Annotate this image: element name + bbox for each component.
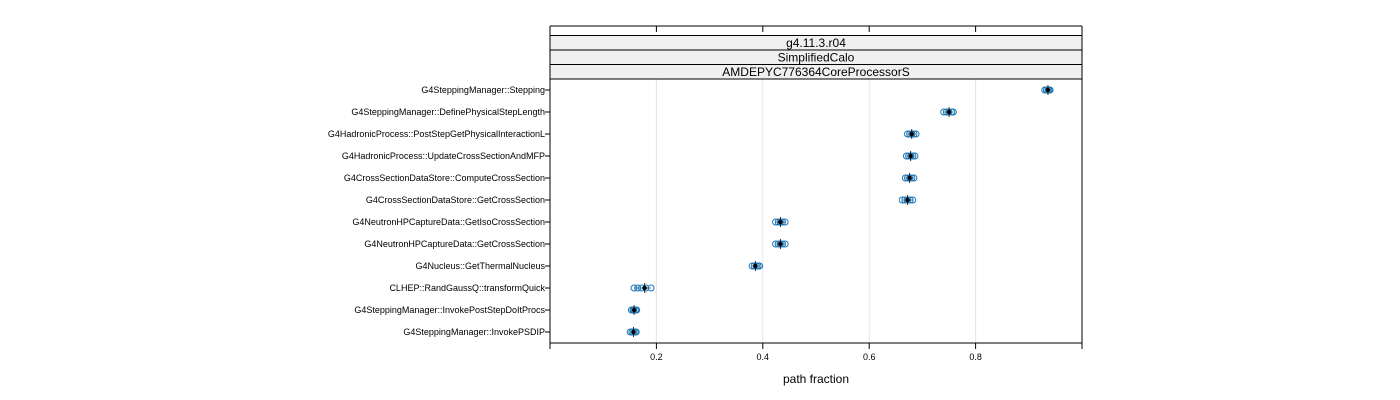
category-label: G4Nucleus::GetThermalNucleus	[415, 261, 545, 271]
data-points	[626, 85, 1054, 337]
category-label: CLHEP::RandGaussQ::transformQuick	[389, 283, 545, 293]
category-label: G4CrossSectionDataStore::GetCrossSection	[366, 195, 545, 205]
strip-label: g4.11.3.r04	[786, 36, 846, 50]
category-label: G4HadronicProcess::PostStepGetPhysicalIn…	[328, 129, 545, 139]
category-label: G4SteppingManager::Stepping	[421, 85, 545, 95]
category-labels: G4SteppingManager::SteppingG4SteppingMan…	[328, 85, 550, 337]
x-tick-label: 0.2	[650, 352, 663, 362]
x-tick-label: 0.4	[757, 352, 770, 362]
category-label: G4HadronicProcess::UpdateCrossSectionAnd…	[342, 151, 545, 161]
strip-label: AMDEPYC776364CoreProcessorS	[722, 65, 909, 79]
x-tick-label: 0.6	[863, 352, 876, 362]
category-label: G4NeutronHPCaptureData::GetCrossSection	[364, 239, 545, 249]
strip-headers: g4.11.3.r04SimplifiedCaloAMDEPYC776364Co…	[549, 25, 1083, 80]
category-label: G4CrossSectionDataStore::ComputeCrossSec…	[344, 173, 545, 183]
strip-label: SimplifiedCalo	[778, 51, 855, 65]
x-axis: 0.2 0.4 0.6 0.8	[549, 26, 1083, 362]
category-label: G4SteppingManager::InvokePostStepDoItPro…	[354, 305, 545, 315]
category-label: G4SteppingManager::InvokePSDIP	[403, 327, 545, 337]
x-tick-label: 0.8	[969, 352, 982, 362]
panel-border	[549, 78, 1083, 344]
category-label: G4NeutronHPCaptureData::GetIsoCrossSecti…	[352, 217, 545, 227]
x-axis-title: path fraction	[783, 372, 849, 386]
category-label: G4SteppingManager::DefinePhysicalStepLen…	[351, 107, 545, 117]
grid-lines	[655, 79, 977, 343]
